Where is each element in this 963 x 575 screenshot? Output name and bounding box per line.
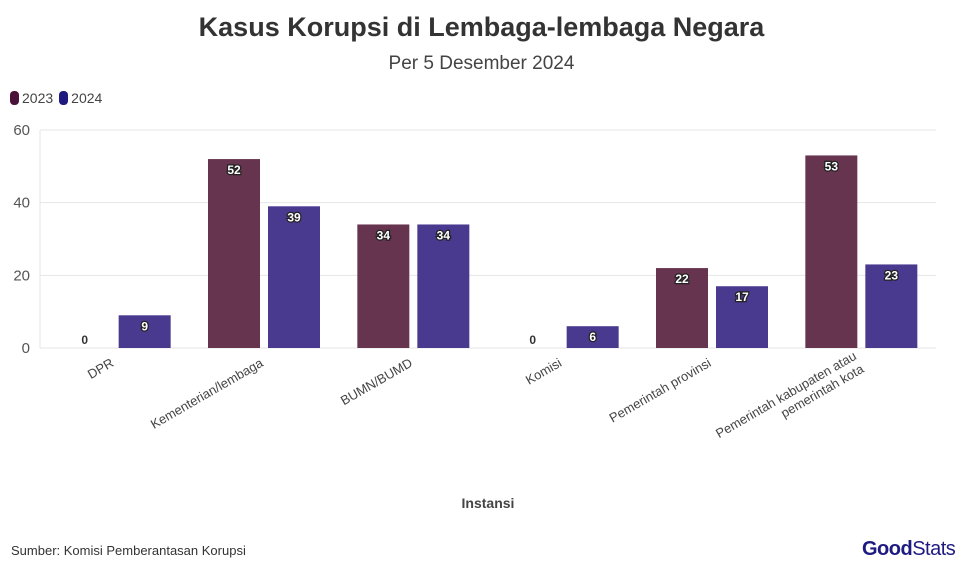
legend: 2023 2024 [10, 90, 102, 106]
data-label: 34 [437, 228, 451, 242]
bar-2024 [865, 264, 918, 348]
data-label: 53 [825, 159, 839, 173]
data-label: 23 [885, 268, 899, 282]
bar-2024 [417, 224, 470, 348]
bar-2024 [268, 206, 320, 348]
legend-label-2023: 2023 [22, 90, 54, 106]
data-label: 17 [735, 290, 749, 304]
x-tick-label: BUMN/BUMD [338, 355, 415, 408]
legend-item-2023[interactable]: 2023 [10, 90, 53, 106]
data-label: 22 [675, 272, 689, 286]
x-tick-label: DPR [85, 355, 116, 382]
data-label: 0 [81, 333, 88, 347]
chart-subtitle: Per 5 Desember 2024 [388, 53, 575, 74]
bar-2024 [566, 326, 619, 348]
data-label: 9 [141, 319, 148, 333]
chart-title: Kasus Korupsi di Lembaga-lembaga Negara [198, 12, 765, 42]
x-tick-label: Kementerian/lembaga [148, 355, 266, 432]
bar-2024 [118, 315, 171, 348]
bar-2023 [208, 159, 260, 348]
legend-label-2024: 2024 [71, 90, 103, 106]
y-tick-label: 0 [22, 340, 30, 357]
y-tick-label: 20 [13, 267, 30, 284]
bar-2023 [656, 268, 708, 348]
bar-2024 [716, 286, 768, 348]
data-label: 0 [529, 333, 536, 347]
bar-2023 [357, 224, 410, 348]
x-tick-label: Pemerintah provinsi [607, 355, 714, 425]
legend-swatch-2024 [59, 91, 69, 105]
x-tick-label: Komisi [523, 355, 564, 388]
legend-item-2024[interactable]: 2024 [59, 90, 102, 106]
data-label: 34 [377, 228, 391, 242]
source-note: Sumber: Komisi Pemberantasan Korupsi [11, 543, 246, 558]
x-axis-title: Instansi [462, 495, 515, 511]
data-label: 39 [287, 210, 301, 224]
goodstats-logo: GoodStats [862, 538, 956, 560]
data-label: 52 [227, 163, 241, 177]
y-tick-label: 60 [13, 122, 30, 139]
data-label: 6 [589, 330, 596, 344]
legend-swatch-2023 [10, 91, 19, 105]
y-tick-label: 40 [13, 195, 30, 212]
bar-2023 [805, 155, 858, 348]
x-tick-label: Pemerintah kabupaten ataupemerintah kota [713, 348, 867, 454]
